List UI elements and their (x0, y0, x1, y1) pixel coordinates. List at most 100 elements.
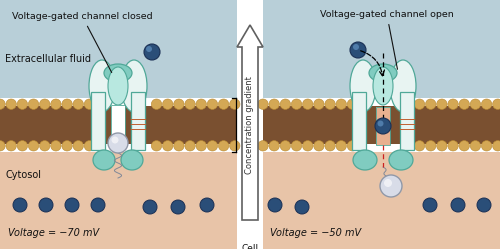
Circle shape (470, 99, 480, 109)
Circle shape (492, 99, 500, 109)
Circle shape (174, 141, 184, 151)
Circle shape (73, 99, 84, 109)
Circle shape (39, 198, 53, 212)
Circle shape (325, 99, 336, 109)
Circle shape (17, 99, 28, 109)
Circle shape (426, 141, 436, 151)
Circle shape (144, 44, 160, 60)
Ellipse shape (390, 60, 416, 112)
Ellipse shape (89, 60, 115, 112)
Circle shape (185, 141, 196, 151)
Circle shape (196, 99, 206, 109)
Circle shape (414, 141, 424, 151)
FancyArrow shape (237, 25, 263, 220)
Circle shape (314, 99, 324, 109)
Circle shape (378, 121, 384, 126)
Circle shape (40, 99, 50, 109)
Bar (111, 105, 125, 145)
Circle shape (162, 99, 173, 109)
Circle shape (269, 141, 280, 151)
Circle shape (207, 99, 218, 109)
Text: Concentration gradient: Concentration gradient (246, 76, 254, 174)
Text: Voltage-gated channel closed: Voltage-gated channel closed (12, 12, 152, 72)
Circle shape (28, 99, 38, 109)
Ellipse shape (389, 150, 413, 170)
Text: Cytosol: Cytosol (5, 170, 41, 180)
Circle shape (375, 118, 391, 134)
Circle shape (152, 99, 162, 109)
Circle shape (6, 141, 16, 151)
Ellipse shape (108, 67, 128, 105)
Bar (91, 92, 105, 150)
Circle shape (280, 141, 290, 151)
Circle shape (314, 141, 324, 151)
Circle shape (295, 200, 309, 214)
Circle shape (207, 141, 218, 151)
Circle shape (146, 46, 152, 52)
Bar (376, 107, 390, 145)
Circle shape (451, 198, 465, 212)
Ellipse shape (104, 64, 132, 82)
Circle shape (482, 99, 492, 109)
Circle shape (62, 141, 72, 151)
Circle shape (17, 141, 28, 151)
Circle shape (91, 198, 105, 212)
Text: Voltage = −50 mV: Voltage = −50 mV (270, 228, 361, 238)
Circle shape (62, 99, 72, 109)
Circle shape (302, 141, 313, 151)
Circle shape (40, 141, 50, 151)
Circle shape (269, 99, 280, 109)
Circle shape (152, 141, 162, 151)
Circle shape (230, 141, 240, 151)
Circle shape (436, 141, 447, 151)
Circle shape (336, 141, 346, 151)
Circle shape (218, 141, 229, 151)
Circle shape (112, 136, 118, 143)
Circle shape (258, 141, 268, 151)
Circle shape (325, 141, 336, 151)
Circle shape (185, 99, 196, 109)
Circle shape (13, 198, 27, 212)
Bar (0, 152, 237, 249)
Circle shape (380, 175, 402, 197)
Bar (131, 92, 145, 150)
Bar (263, 106, 500, 144)
Circle shape (50, 141, 61, 151)
Bar (0, 106, 237, 144)
Circle shape (353, 44, 359, 50)
Text: Extracellular fluid: Extracellular fluid (5, 54, 91, 64)
Bar (237, 0, 263, 249)
Text: Cell
membrane: Cell membrane (225, 244, 275, 249)
Circle shape (426, 99, 436, 109)
Circle shape (470, 141, 480, 151)
Circle shape (347, 141, 358, 151)
Bar (111, 105, 125, 145)
Circle shape (65, 198, 79, 212)
Text: Voltage-gated channel open: Voltage-gated channel open (320, 10, 454, 69)
Circle shape (108, 133, 128, 153)
Circle shape (436, 99, 447, 109)
Ellipse shape (121, 60, 147, 112)
Ellipse shape (373, 67, 393, 105)
Circle shape (336, 99, 346, 109)
Ellipse shape (350, 60, 376, 112)
Circle shape (200, 198, 214, 212)
Circle shape (230, 99, 240, 109)
Circle shape (347, 99, 358, 109)
Circle shape (73, 141, 84, 151)
Bar (376, 107, 390, 145)
Circle shape (84, 141, 94, 151)
Circle shape (218, 99, 229, 109)
Circle shape (6, 99, 16, 109)
Circle shape (477, 198, 491, 212)
Ellipse shape (369, 64, 397, 82)
Circle shape (423, 198, 437, 212)
Circle shape (302, 99, 313, 109)
Circle shape (384, 179, 392, 187)
Circle shape (414, 99, 424, 109)
Circle shape (350, 42, 366, 58)
Circle shape (292, 141, 302, 151)
Circle shape (171, 200, 185, 214)
Bar (0, 0, 237, 98)
Circle shape (258, 99, 268, 109)
